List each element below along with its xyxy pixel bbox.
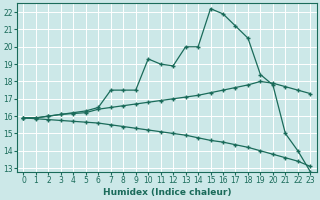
- X-axis label: Humidex (Indice chaleur): Humidex (Indice chaleur): [103, 188, 231, 197]
